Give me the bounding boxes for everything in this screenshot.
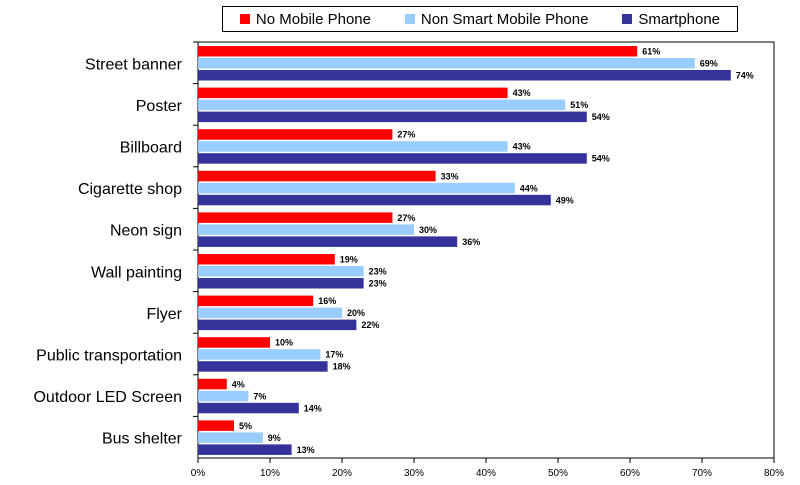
data-label: 13% — [297, 445, 315, 455]
bar — [198, 99, 566, 111]
category-label: Outdoor LED Screen — [33, 389, 182, 406]
data-label: 23% — [369, 279, 387, 289]
x-tick-label: 80% — [764, 468, 784, 479]
category-label: Flyer — [146, 306, 182, 323]
data-label: 43% — [513, 88, 531, 98]
bar — [198, 349, 321, 360]
legend-label: Non Smart Mobile Phone — [420, 10, 589, 28]
legend-swatch-red — [239, 14, 250, 24]
category-label: Billboard — [120, 139, 182, 156]
data-label: 16% — [318, 296, 336, 306]
bar — [198, 170, 436, 182]
legend-label: Smartphone — [638, 10, 721, 28]
bar — [198, 58, 695, 69]
x-tick-label: 30% — [404, 468, 424, 479]
category-label: Bus shelter — [102, 431, 183, 448]
bar — [198, 307, 342, 319]
x-tick-label: 60% — [620, 468, 640, 479]
bar — [198, 224, 414, 235]
data-label: 9% — [268, 433, 281, 443]
bar — [198, 212, 393, 223]
data-label: 17% — [325, 350, 343, 360]
bar — [198, 194, 551, 206]
x-tick-label: 0% — [191, 468, 206, 479]
data-label: 43% — [513, 142, 531, 152]
category-label: Street banner — [85, 56, 183, 73]
data-label: 27% — [397, 213, 415, 223]
bar — [198, 432, 263, 443]
bar — [198, 337, 270, 348]
legend-item-smartphone: Smartphone — [622, 11, 720, 28]
bar — [198, 182, 515, 194]
data-label: 27% — [397, 130, 415, 140]
category-label: Cigarette shop — [78, 181, 182, 198]
data-label: 18% — [333, 362, 351, 372]
legend-swatch-navy — [622, 14, 633, 24]
data-label: 69% — [700, 59, 718, 69]
bar — [198, 378, 227, 390]
legend-item-non-smart-mobile-phone: Non Smart Mobile Phone — [404, 10, 589, 28]
bar — [198, 87, 508, 99]
data-label: 10% — [275, 338, 293, 348]
data-label: 14% — [304, 403, 322, 413]
data-label: 54% — [592, 112, 610, 122]
bar — [198, 236, 458, 247]
legend-swatch-light-blue — [404, 14, 415, 24]
bar — [198, 295, 314, 307]
data-label: 30% — [419, 225, 437, 235]
data-label: 7% — [253, 391, 266, 401]
x-tick-label: 50% — [548, 468, 568, 479]
bar — [198, 129, 393, 140]
bar — [198, 390, 249, 402]
bar — [198, 254, 335, 265]
data-label: 49% — [556, 195, 574, 205]
x-tick-label: 40% — [476, 468, 496, 479]
category-label: Neon sign — [110, 223, 182, 240]
bar — [198, 361, 328, 372]
data-label: 54% — [592, 154, 610, 164]
bar — [198, 319, 357, 331]
data-label: 22% — [361, 320, 379, 330]
x-tick-label: 10% — [260, 468, 280, 479]
x-tick-label: 70% — [692, 468, 712, 479]
data-label: 61% — [642, 47, 660, 57]
data-label: 20% — [347, 308, 365, 318]
bar — [198, 444, 292, 455]
legend-label: No Mobile Phone — [255, 10, 371, 28]
category-label: Poster — [136, 98, 183, 115]
bar — [198, 141, 508, 152]
legend-item-no-mobile-phone: No Mobile Phone — [239, 10, 371, 28]
data-label: 51% — [570, 100, 588, 110]
data-label: 33% — [441, 171, 459, 181]
data-label: 44% — [520, 183, 538, 193]
category-label: Wall painting — [91, 264, 182, 281]
bar — [198, 402, 299, 414]
bar — [198, 70, 731, 81]
bar — [198, 266, 364, 277]
x-tick-label: 20% — [332, 468, 352, 479]
data-label: 74% — [736, 71, 754, 81]
category-label: Public transportation — [36, 347, 182, 364]
data-label: 4% — [232, 379, 245, 389]
bar — [198, 153, 587, 164]
bar — [198, 420, 234, 431]
data-label: 19% — [340, 255, 358, 265]
data-label: 36% — [462, 237, 480, 247]
bar — [198, 111, 587, 123]
data-label: 5% — [239, 421, 252, 431]
data-label: 23% — [369, 267, 387, 277]
bar — [198, 46, 638, 57]
bar — [198, 278, 364, 289]
legend: No Mobile Phone Non Smart Mobile Phone S… — [222, 6, 738, 32]
